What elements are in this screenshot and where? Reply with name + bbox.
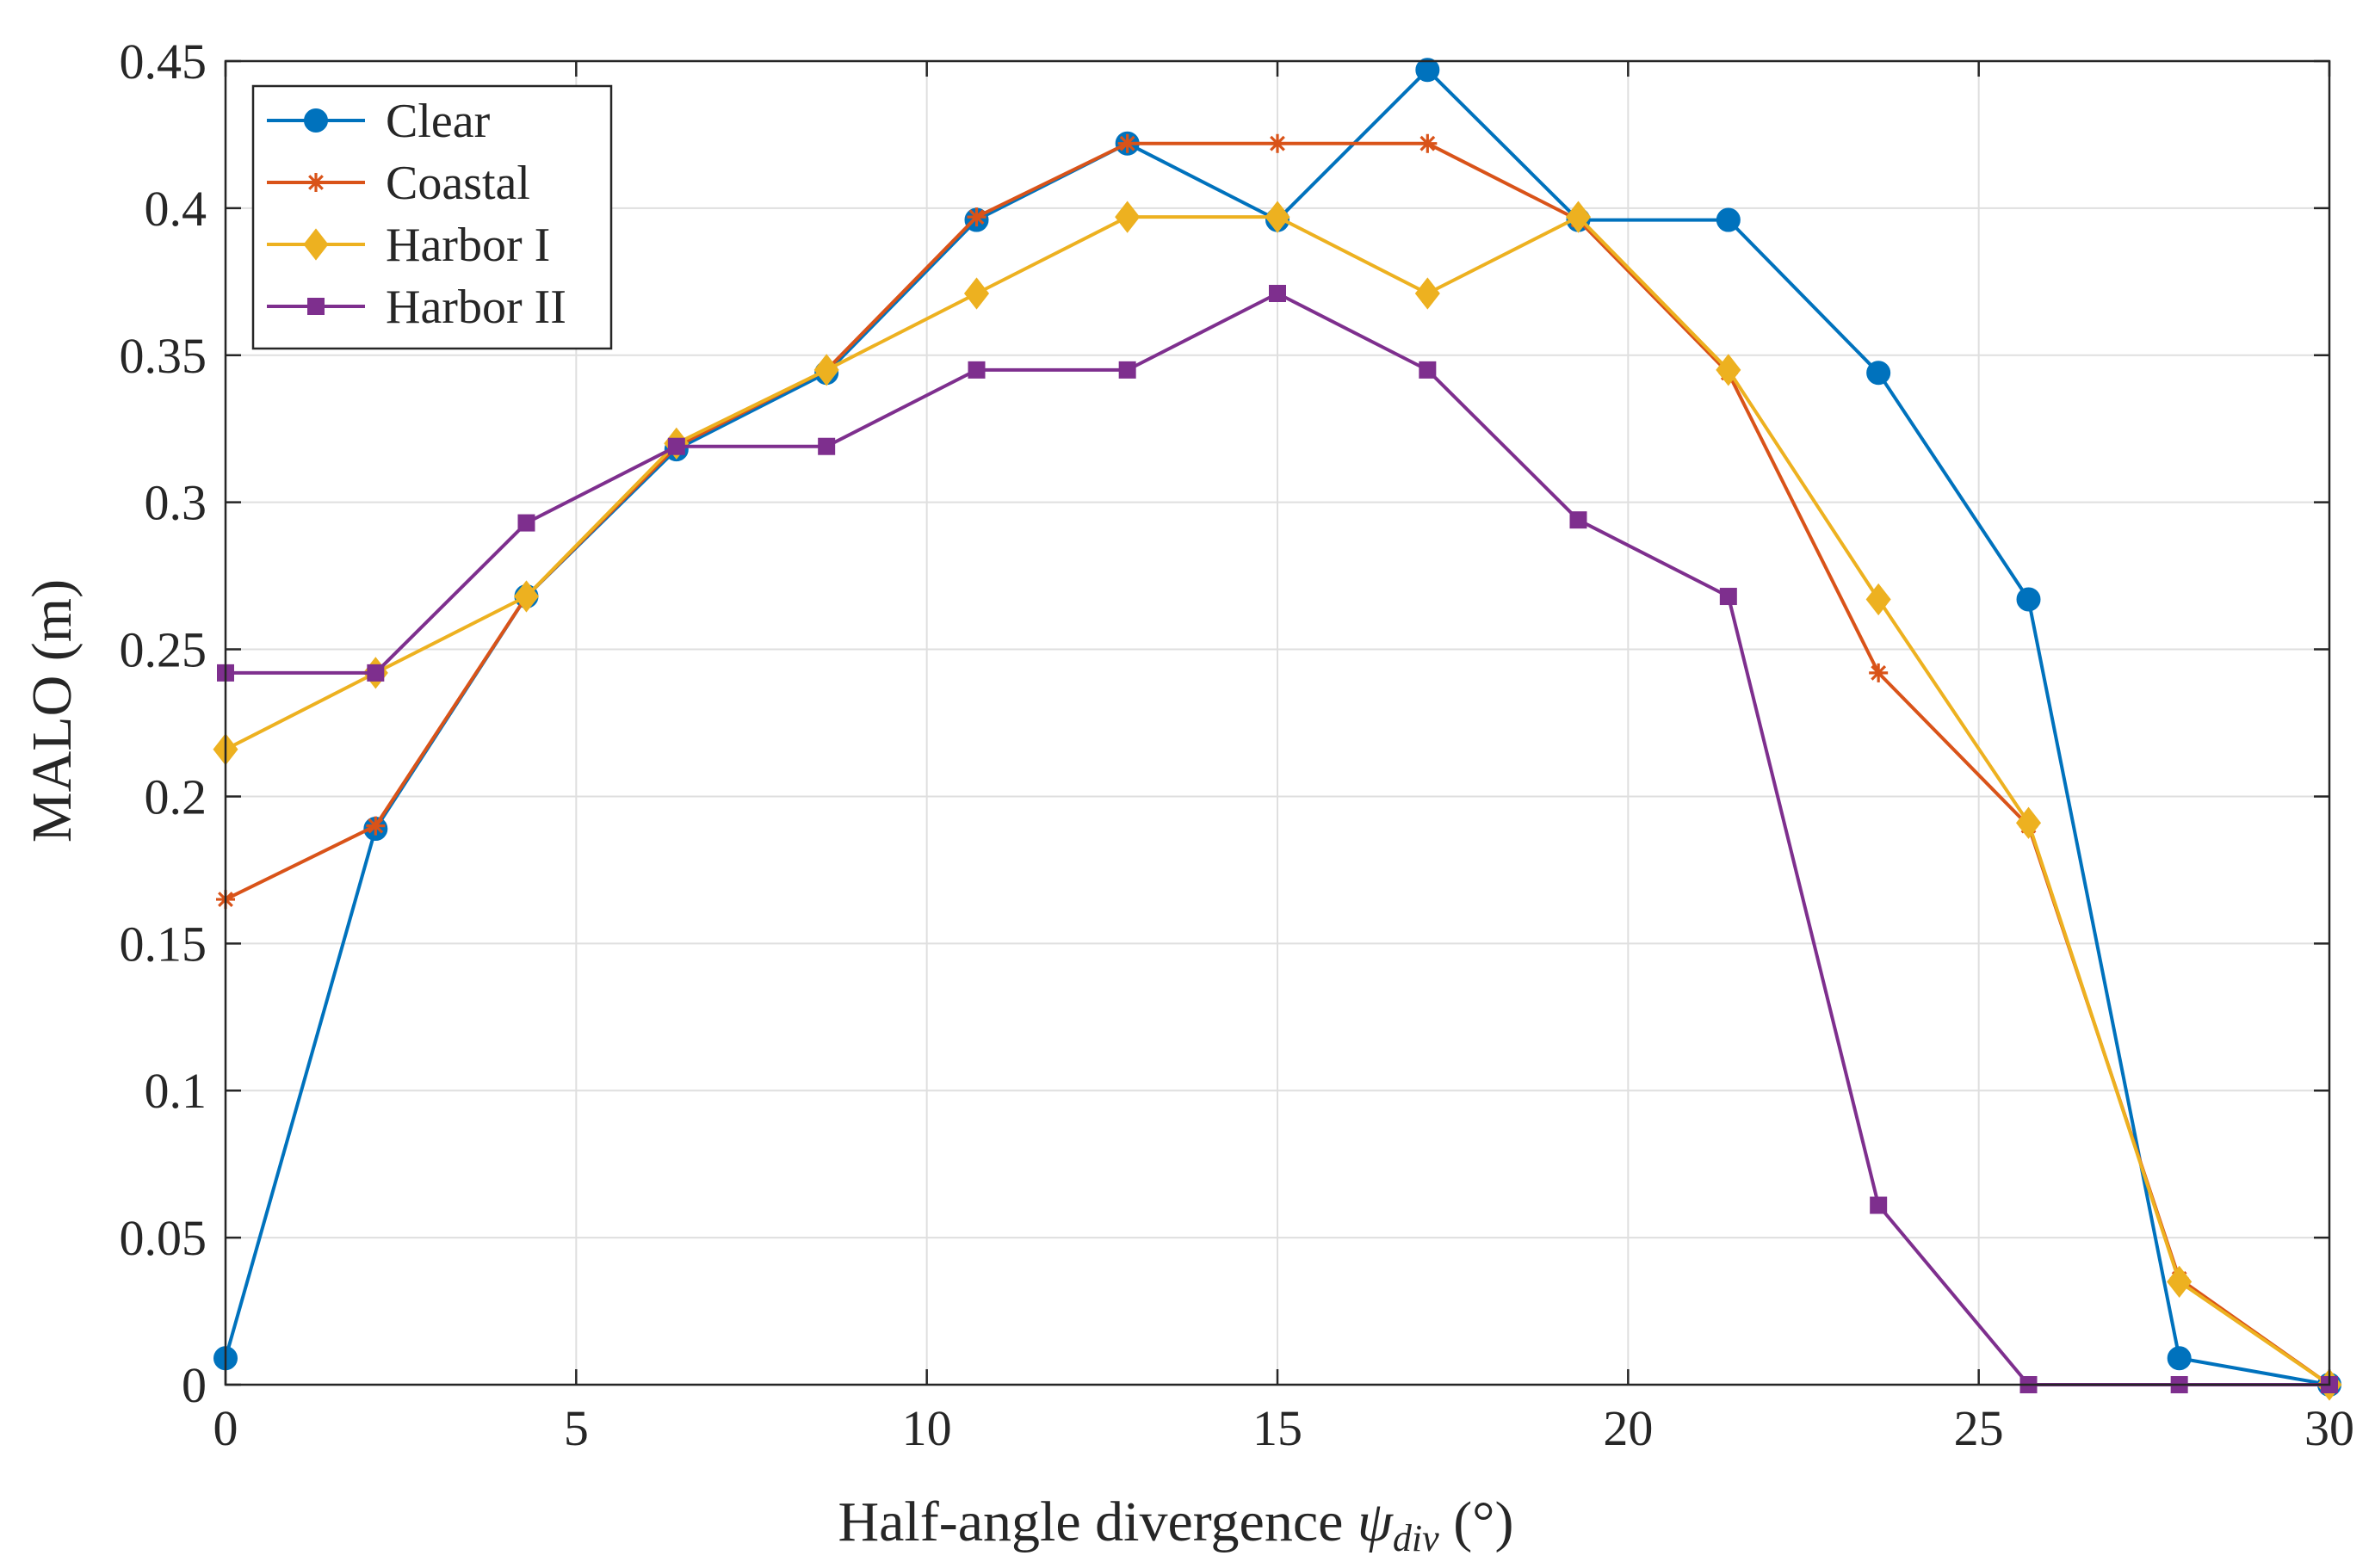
legend: Clear Coastal Harbor I Harbor II	[251, 84, 613, 350]
data-point-clear	[1415, 58, 1440, 83]
data-point-clear	[1716, 207, 1741, 232]
data-point-coastal	[1869, 663, 1889, 682]
data-point-harbor-ii	[1569, 511, 1587, 529]
y-ticklabels: 0 0.05 0.1 0.15 0.2 0.25 0.3 0.35 0.4 0.45	[120, 34, 207, 1413]
data-point-harbor-i	[2167, 1265, 2193, 1299]
data-point-harbor-i	[963, 277, 990, 310]
y-axis-title: MALO (m)	[21, 579, 83, 843]
x-axis-subscript: div	[1393, 1517, 1439, 1559]
x-tick-label: 10	[902, 1400, 952, 1456]
data-point-harbor-ii	[367, 664, 385, 682]
plot-frame	[224, 59, 2331, 1386]
data-point-harbor-i	[1865, 583, 1891, 616]
legend-label-clear: Clear	[386, 95, 491, 148]
data-point-coastal	[1418, 133, 1438, 153]
x-axis-symbol: ψ	[1358, 1491, 1394, 1553]
y-tick-label: 0	[182, 1357, 207, 1413]
y-tick-label: 0.15	[120, 916, 207, 972]
x-axis-unit: (°)	[1453, 1491, 1513, 1553]
data-point-harbor-i	[1716, 354, 1741, 386]
data-point-clear	[2167, 1346, 2192, 1371]
data-point-harbor-ii	[1118, 361, 1136, 379]
data-point-coastal	[1117, 133, 1137, 153]
x-axis-label: Half-angle divergence	[838, 1491, 1343, 1553]
y-tick-label: 0.45	[120, 34, 207, 90]
data-point-harbor-ii	[1719, 588, 1737, 606]
y-tick-label: 0.1	[145, 1063, 207, 1119]
data-point-harbor-i	[1565, 201, 1592, 233]
data-point-harbor-ii	[1419, 361, 1437, 379]
x-tick-label: 5	[564, 1400, 589, 1456]
y-tick-label: 0.05	[120, 1210, 207, 1266]
data-point-harbor-i	[813, 354, 839, 386]
data-point-harbor-ii	[1269, 285, 1286, 303]
data-point-coastal	[1268, 133, 1287, 153]
legend-marker-harbor-i	[303, 228, 329, 261]
data-point-clear	[1866, 361, 1891, 386]
y-tick-label: 0.35	[120, 328, 207, 384]
data-point-coastal	[967, 207, 986, 227]
legend-marker-coastal	[306, 173, 325, 192]
data-point-harbor-ii	[517, 514, 535, 532]
x-tick-label: 20	[1603, 1400, 1653, 1456]
data-point-harbor-i	[1414, 277, 1440, 310]
legend-marker-clear	[304, 108, 328, 133]
legend-marker-harbor-ii	[307, 298, 325, 315]
y-tick-label: 0.4	[145, 181, 207, 237]
data-point-harbor-i	[1265, 201, 1290, 233]
data-point-coastal	[366, 816, 386, 836]
grid	[226, 61, 2329, 1385]
y-tick-label: 0.25	[120, 622, 207, 678]
data-point-harbor-ii	[667, 437, 685, 455]
data-point-harbor-ii	[818, 437, 836, 455]
data-point-clear	[2016, 587, 2041, 612]
data-point-harbor-i	[513, 580, 540, 613]
data-point-harbor-i	[1115, 201, 1141, 233]
y-tick-label: 0.3	[145, 475, 207, 531]
x-tick-label: 0	[213, 1400, 238, 1456]
x-tick-label: 15	[1252, 1400, 1302, 1456]
data-point-harbor-ii	[968, 361, 986, 379]
data-point-harbor-ii	[1870, 1196, 1888, 1214]
x-axis-title: Half-angle divergence ψdiv (°)	[838, 1491, 1513, 1559]
x-tick-label: 30	[2304, 1400, 2354, 1456]
x-ticklabels: 0 5 10 15 20 25 30	[213, 1400, 2355, 1456]
legend-label-harbor-ii: Harbor II	[386, 281, 566, 334]
series-group	[213, 58, 2342, 1401]
x-tick-label: 25	[1954, 1400, 2004, 1456]
legend-label-harbor-i: Harbor I	[386, 219, 550, 272]
y-tick-label: 0.2	[145, 769, 207, 824]
legend-label-coastal: Coastal	[386, 157, 530, 210]
data-point-harbor-i	[2015, 806, 2042, 839]
